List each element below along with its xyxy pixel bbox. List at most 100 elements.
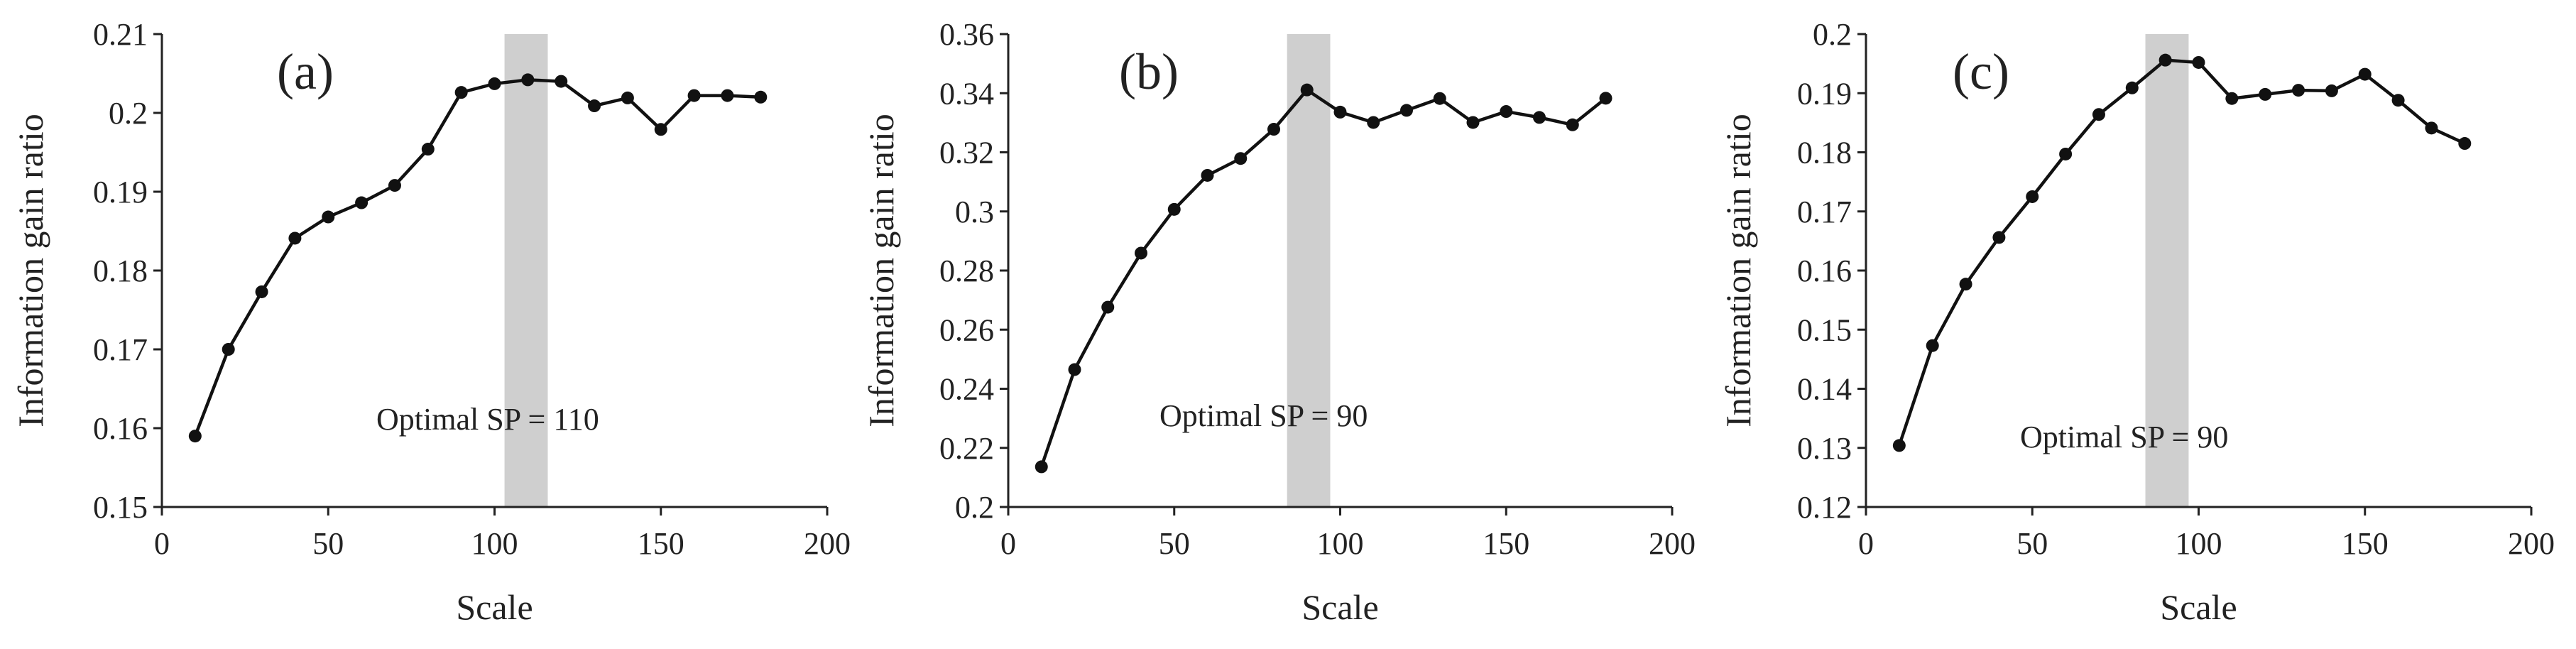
x-tick-label: 200 [2508, 526, 2555, 561]
data-point [2325, 84, 2338, 97]
y-tick-label: 0.28 [939, 253, 994, 288]
y-tick-label: 0.16 [93, 411, 148, 446]
data-point [1101, 300, 1115, 314]
x-axis-title: Scale [456, 587, 533, 627]
y-tick-label: 0.34 [939, 76, 994, 111]
y-tick-label: 0.18 [1797, 136, 1852, 170]
data-point [2026, 190, 2039, 203]
data-point [1333, 105, 1347, 119]
data-point [1959, 278, 1972, 291]
data-point [2225, 92, 2239, 105]
y-tick-label: 0.18 [93, 253, 148, 288]
data-point [754, 90, 768, 104]
x-axis-title: Scale [2160, 587, 2237, 627]
x-tick-label: 50 [1159, 526, 1190, 561]
y-axis-title: Information gain ratio [1718, 114, 1758, 427]
x-tick-label: 150 [1483, 526, 1529, 561]
data-point [1201, 168, 1214, 182]
y-tick-label: 0.13 [1797, 431, 1852, 466]
data-point [1400, 104, 1413, 117]
data-point [188, 430, 202, 443]
data-point [255, 285, 268, 298]
data-point [222, 343, 235, 356]
y-tick-label: 0.36 [939, 17, 994, 52]
data-point [2358, 67, 2372, 81]
optimal-sp-annotation: Optimal SP = 90 [1159, 398, 1368, 433]
data-point [687, 89, 701, 102]
data-point [421, 143, 435, 156]
chart-panel-b: 0.2 0.22 0.24 0.26 0.28 0.3 0.32 0.34 0.36 0 50 100… [861, 17, 1696, 627]
y-axis-title: Information gain ratio [861, 114, 901, 427]
optimal-scale-band [2145, 34, 2189, 507]
y-tick-label: 0.2 [109, 96, 148, 131]
x-tick-label: 200 [1649, 526, 1696, 561]
x-tick-label: 100 [2176, 526, 2222, 561]
data-point [2259, 87, 2272, 101]
panel-label: (b) [1119, 43, 1179, 100]
y-axis-title: Information gain ratio [11, 114, 50, 427]
series-line [193, 78, 761, 437]
data-point [1892, 439, 1906, 452]
data-point [721, 89, 734, 102]
data-point [488, 77, 501, 90]
data-point [2159, 53, 2172, 67]
data-point [1367, 116, 1380, 129]
data-point [1566, 118, 1579, 131]
y-tick-label: 0.21 [93, 17, 148, 52]
x-axis-title: Scale [1301, 587, 1378, 627]
y-tick-label: 0.2 [1813, 17, 1852, 52]
data-point [654, 123, 667, 136]
x-tick-label: 150 [638, 526, 684, 561]
optimal-sp-annotation: Optimal SP = 90 [2020, 420, 2228, 454]
panel-label: (a) [277, 43, 334, 100]
x-tick-label: 150 [2342, 526, 2389, 561]
data-point [2092, 108, 2105, 121]
y-tick-label: 0.19 [1797, 76, 1852, 111]
x-tick-label: 0 [154, 526, 170, 561]
y-tick-label: 0.17 [93, 332, 148, 367]
data-point [454, 86, 468, 99]
x-tick-label: 50 [312, 526, 344, 561]
y-tick-label: 0.32 [939, 136, 994, 170]
y-tick-label: 0.2 [955, 490, 994, 525]
data-point [2391, 94, 2405, 107]
x-tick-label: 200 [804, 526, 851, 561]
data-point [1599, 92, 1612, 105]
data-point [1167, 202, 1181, 216]
data-point [1035, 460, 1048, 474]
data-point [2425, 121, 2438, 135]
data-point [1500, 105, 1513, 119]
y-tick-label: 0.3 [955, 195, 994, 229]
x-tick-label: 100 [1317, 526, 1364, 561]
data-point [1135, 246, 1147, 260]
series-line [1897, 58, 2466, 447]
data-point [1466, 116, 1480, 129]
y-tick-label: 0.22 [939, 431, 994, 466]
data-point [621, 91, 634, 104]
panel-label: (c) [1953, 43, 2009, 100]
data-point [2192, 55, 2205, 69]
data-point [1433, 92, 1446, 105]
data-point [1926, 339, 1939, 352]
data-point [288, 231, 302, 245]
data-point [1992, 231, 2006, 244]
y-tick-label: 0.16 [1797, 253, 1852, 288]
y-tick-label: 0.17 [1797, 195, 1852, 229]
optimal-sp-annotation: Optimal SP = 110 [376, 402, 599, 437]
data-point [1068, 363, 1081, 376]
x-tick-label: 100 [471, 526, 518, 561]
y-tick-label: 0.15 [1797, 312, 1852, 347]
y-tick-label: 0.15 [93, 490, 148, 525]
data-point [1533, 111, 1546, 124]
data-point [1300, 83, 1314, 97]
data-point [2125, 81, 2139, 94]
data-point [388, 179, 401, 192]
data-point [521, 73, 535, 87]
data-point [1234, 152, 1248, 165]
data-point [2292, 84, 2305, 97]
data-point [355, 196, 369, 209]
chart-panel-c: 0.12 0.13 0.14 0.15 0.16 0.17 0.18 0.19 0.2 0 50 10… [1718, 17, 2555, 627]
x-tick-label: 50 [2016, 526, 2048, 561]
data-point [2458, 137, 2472, 151]
